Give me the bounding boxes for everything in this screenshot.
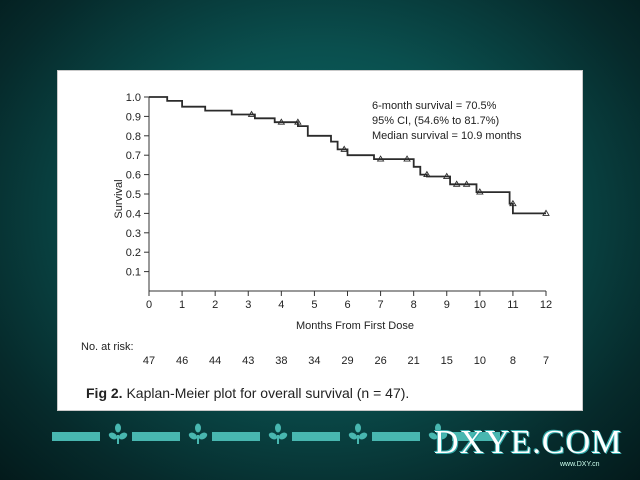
leaf-icon [108,423,128,444]
annotation-line-3: Median survival = 10.9 months [372,130,522,142]
censor-mark [509,199,517,207]
footer-bar-segment [292,432,340,441]
y-tick-label: 0.6 [126,170,141,182]
footer-bar-segment [52,432,100,441]
x-tick-label: 2 [212,299,218,311]
censor-mark [277,118,286,125]
x-tick-label: 9 [444,299,450,311]
x-tick-label: 4 [278,299,284,311]
censor-mark [403,155,411,162]
risk-count: 43 [242,355,254,367]
x-tick-label: 5 [311,299,317,311]
footer-bar-segment [212,432,260,441]
y-tick-label: 0.3 [126,228,141,240]
annotation-line-1: 6-month survival = 70.5% [372,100,497,112]
x-tick-label: 7 [378,299,384,311]
risk-count: 15 [441,355,453,367]
risk-count: 44 [209,355,221,367]
risk-count: 34 [308,355,320,367]
y-tick-label: 0.2 [126,247,141,259]
y-tick-label: 0.9 [126,111,141,123]
x-tick-label: 10 [474,299,486,311]
x-tick-label: 1 [179,299,185,311]
x-tick-label: 3 [245,299,251,311]
censor-mark [542,209,550,216]
footer-bar-segment [372,432,420,441]
risk-count: 26 [374,355,386,367]
y-tick-label: 0.7 [126,150,141,162]
censor-mark [294,118,302,125]
footer-bar-segment [452,432,500,441]
y-tick-label: 0.8 [126,131,141,143]
caption-label: Fig 2. [86,385,123,401]
censor-mark [340,145,348,152]
leaf-icon [268,423,288,444]
survival-curve [149,96,546,215]
x-tick-label: 8 [411,299,417,311]
x-tick-label: 12 [540,299,552,311]
x-tick-label: 0 [146,299,152,311]
leaf-icon [428,423,448,444]
censor-mark [462,180,471,187]
risk-count: 8 [510,355,516,367]
risk-count: 46 [176,355,188,367]
decorative-footer [0,420,640,460]
leaf-icon [348,423,368,444]
risk-count: 10 [474,355,486,367]
risk-count: 7 [543,355,549,367]
risk-table: 47 46 44 43 38 34 29 26 21 15 10 8 7 [143,355,549,367]
risk-count: 47 [143,355,155,367]
watermark-url: www.DXY.cn [560,461,600,468]
censor-mark [476,188,484,195]
watermark-logo: DXYE.COM [434,424,623,461]
annotation-line-2: 95% CI, (54.6% to 81.7%) [372,115,499,127]
risk-count: 38 [275,355,287,367]
figure-caption: Fig 2. Kaplan-Meier plot for overall sur… [86,385,566,401]
risk-table-label: No. at risk: [81,341,134,353]
y-tick-label: 0.4 [126,208,141,220]
x-tick-label: 11 [507,299,518,311]
censor-mark [247,110,256,117]
y-axis-label: Survival [113,179,125,218]
leaf-icon [188,423,208,444]
footer-bar-segment [132,432,180,441]
censor-mark [376,155,385,162]
y-tick-label: 0.1 [126,267,141,279]
risk-count: 21 [408,355,420,367]
annotation-box: 6-month survival = 70.5% 95% CI, (54.6% … [372,100,522,142]
caption-text: Kaplan-Meier plot for overall survival (… [122,385,410,401]
censor-mark [452,180,461,187]
y-tick-label: 1.0 [126,92,141,104]
censor-mark [423,170,431,178]
x-tick-label: 6 [344,299,350,311]
y-tick-label: 0.5 [126,189,141,201]
x-axis-label: Months From First Dose [296,320,414,332]
censor-mark [442,172,451,179]
risk-count: 29 [341,355,353,367]
